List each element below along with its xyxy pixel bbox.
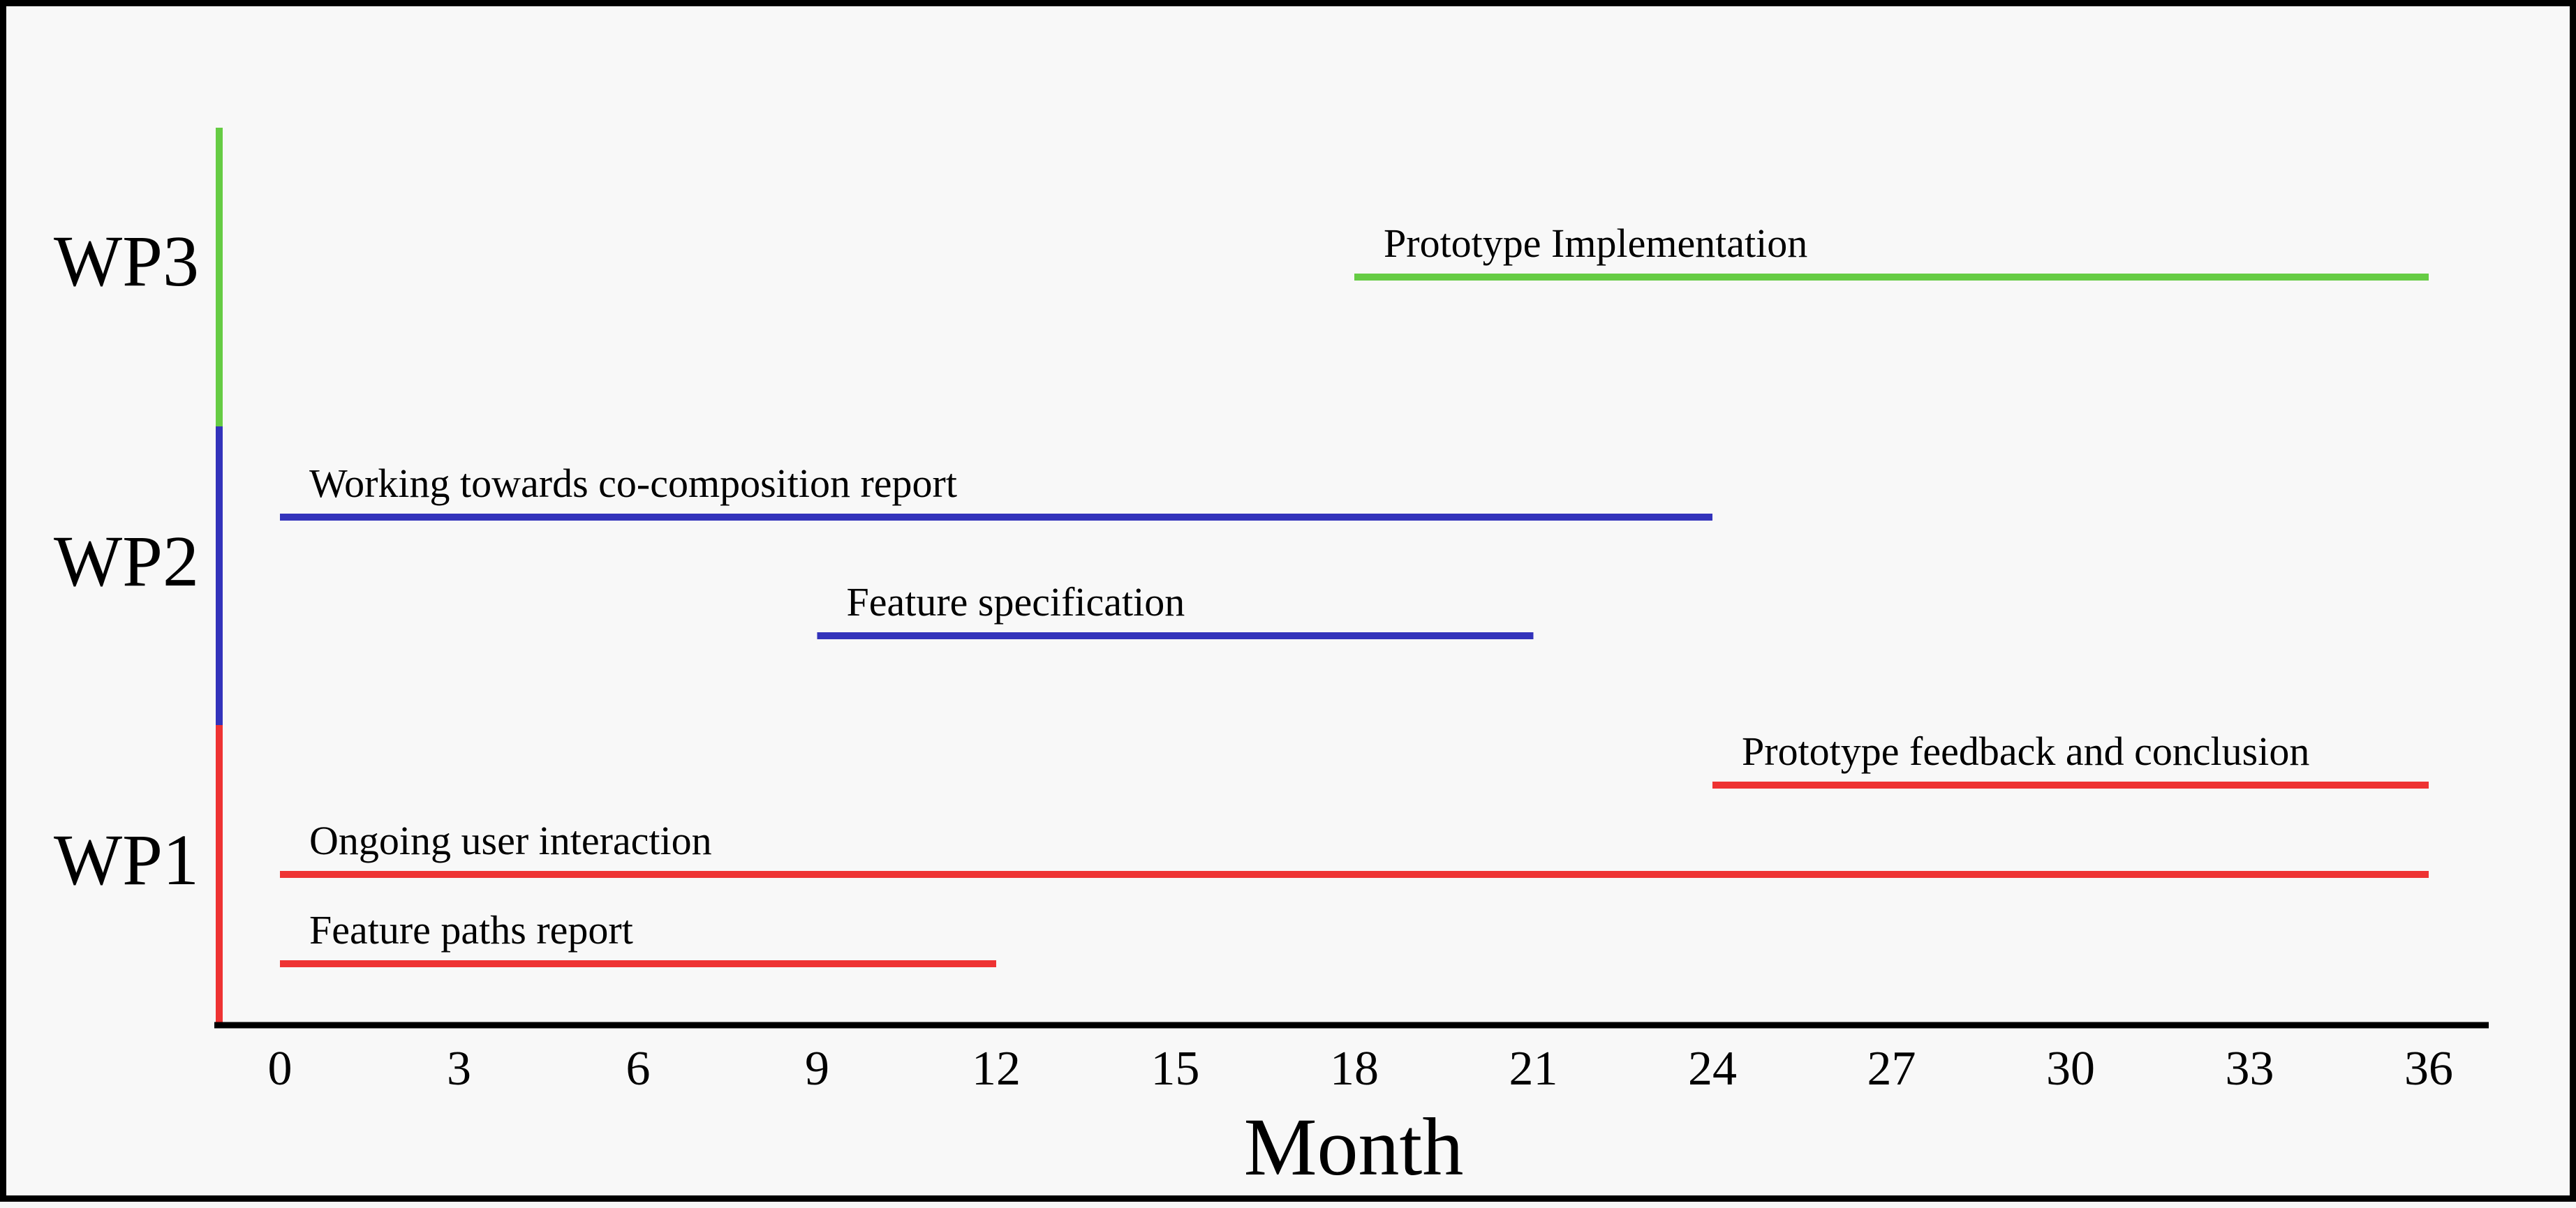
x-tick-label: 27: [1867, 1042, 1916, 1096]
wp2-axis-band: [216, 426, 223, 725]
wp1-task-label: Ongoing user interaction: [309, 818, 712, 863]
x-tick-label: 18: [1330, 1042, 1379, 1096]
wp1-axis-band: [216, 725, 223, 1028]
x-tick-label: 36: [2404, 1042, 2453, 1096]
x-tick-label: 12: [972, 1042, 1021, 1096]
wp2-task-label: Feature specification: [847, 579, 1185, 625]
x-tick-label: 33: [2226, 1042, 2274, 1096]
x-tick-label: 6: [626, 1042, 651, 1096]
task-bars: [280, 274, 2429, 967]
wp3-task-label: Prototype Implementation: [1384, 221, 1807, 266]
x-tick-label: 3: [447, 1042, 471, 1096]
wp3-axis-band: [216, 128, 223, 426]
work-package-axis-bands: [216, 128, 223, 1028]
wp2-task-label: Working towards co-composition report: [309, 461, 957, 506]
x-tick-label: 21: [1509, 1042, 1558, 1096]
x-tick-label: 15: [1151, 1042, 1200, 1096]
x-tick-labels: 0 3 6 9 12 15 18 21 24 27 30 33 36: [268, 1042, 2454, 1096]
task-labels: Prototype feedback and conclusion Ongoing…: [309, 221, 2309, 953]
x-tick-label: 24: [1688, 1042, 1737, 1096]
wp1-label: WP1: [54, 820, 199, 900]
x-tick-label: 30: [2046, 1042, 2095, 1096]
wp2-label: WP2: [54, 521, 199, 602]
x-axis-title: Month: [1244, 1101, 1464, 1193]
chart-canvas: WP1 WP2 WP3 Prototype feedback and conclus…: [54, 128, 2489, 1193]
x-tick-label: 0: [268, 1042, 293, 1096]
wp1-task-label: Feature paths report: [309, 907, 633, 953]
x-tick-label: 9: [805, 1042, 829, 1096]
work-package-labels: WP1 WP2 WP3: [54, 221, 199, 900]
wp1-task-label: Prototype feedback and conclusion: [1742, 729, 2309, 774]
wp3-label: WP3: [54, 221, 199, 301]
